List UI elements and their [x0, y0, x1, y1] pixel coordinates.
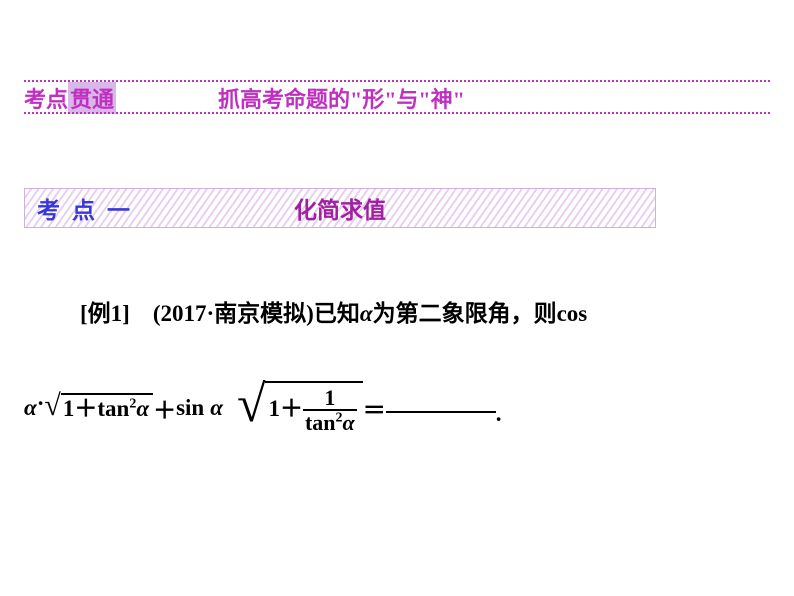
sup-2b: 2	[336, 411, 343, 426]
alpha-5: α	[343, 410, 355, 435]
header-dotted-line-bottom	[24, 112, 770, 114]
example-source: (2017·南京模拟)	[153, 301, 314, 326]
prompt-mid: 为第二象限角，则	[373, 301, 557, 326]
plus-b: ＋	[280, 395, 303, 423]
cos-1: cos	[557, 301, 588, 326]
frac-num: 1	[322, 386, 337, 409]
fraction: 1 tan2α	[303, 386, 357, 434]
tan-a: tan	[97, 396, 129, 421]
answer-blank[interactable]	[386, 395, 496, 413]
period: .	[496, 401, 502, 427]
alpha-4: α	[210, 395, 223, 421]
alpha-1: α	[360, 301, 373, 326]
tan-b: tan	[305, 410, 336, 435]
equals: ＝	[363, 391, 386, 425]
sqrt-sign-2: √	[237, 379, 266, 431]
sqrt-1: √ 1＋tan2α	[44, 393, 153, 423]
sqrt-body-1: 1＋tan2α	[61, 393, 153, 423]
content-block: [例1] (2017·南京模拟)已知α为第二象限角，则cos α· √ 1＋ta…	[24, 296, 770, 435]
sqrt-sign-1: √	[44, 391, 60, 421]
one-b: 1	[268, 395, 280, 423]
example-line-1: [例1] (2017·南京模拟)已知α为第二象限角，则cos	[24, 296, 770, 333]
example-label: [例1]	[80, 301, 130, 326]
plus-outer: ＋	[153, 391, 176, 425]
sqrt-2: √ 1＋ 1 tan2α	[237, 381, 363, 435]
header-right: 抓高考命题的"形"与"神"	[218, 82, 465, 114]
topic-left: 考点一	[25, 191, 142, 225]
header-left: 考点贯通	[24, 82, 116, 114]
sin-1: sin	[176, 395, 204, 421]
prompt-prefix: 已知	[314, 301, 360, 326]
sqrt-body-2: 1＋ 1 tan2α	[265, 381, 362, 435]
math-expression: α· √ 1＋tan2α ＋ sin α √ 1＋ 1 tan2α ＝	[24, 381, 770, 435]
plus-a: ＋	[74, 396, 97, 421]
header-left-highlight: 贯通	[68, 82, 116, 114]
one-a: 1	[63, 396, 75, 421]
header-left-prefix: 考点	[24, 87, 68, 112]
dot-1: ·	[37, 391, 45, 417]
topic-center: 化简求值	[294, 191, 386, 225]
alpha-3: α	[136, 396, 149, 421]
topic-bar: 考点一 化简求值	[24, 188, 656, 228]
alpha-2: α	[24, 395, 37, 421]
frac-den: tan2α	[303, 409, 357, 434]
